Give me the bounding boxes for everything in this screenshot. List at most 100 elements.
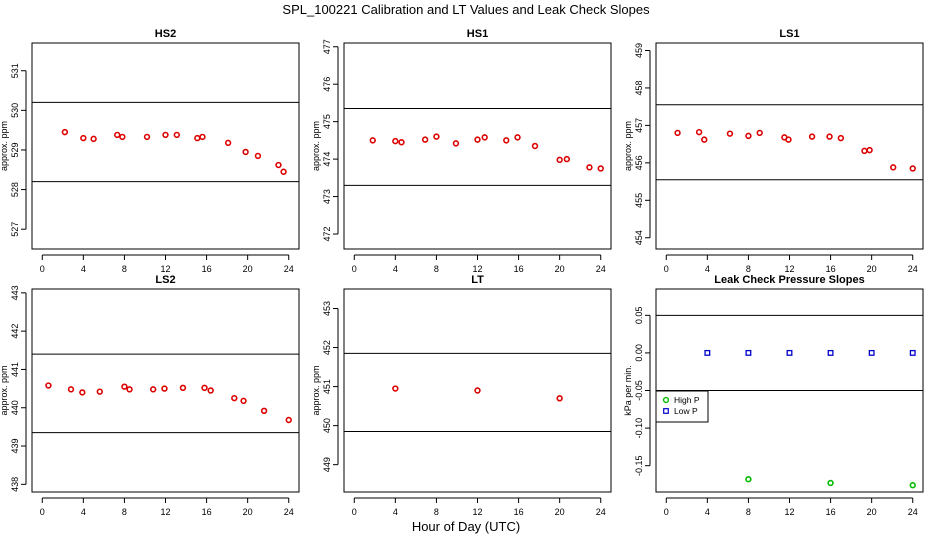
panel-title: LS2 [155, 274, 175, 286]
data-point [563, 155, 571, 163]
data-point [126, 386, 133, 393]
y-tick-label: 450 [322, 418, 332, 433]
data-point [194, 134, 201, 142]
data-point [481, 134, 488, 141]
panel-title: HS2 [155, 28, 176, 40]
x-tick-label: 0 [664, 264, 669, 274]
data-point [827, 479, 834, 487]
legend-label: High P [674, 395, 700, 405]
data-point [866, 146, 873, 154]
panel-title: LS1 [779, 28, 799, 40]
data-point [890, 164, 897, 171]
x-tick-label: 16 [826, 264, 836, 274]
x-axis-label: Hour of Day (UTC) [412, 519, 520, 534]
x-tick-label: 24 [908, 264, 918, 274]
y-tick-label: 458 [634, 80, 644, 95]
y-tick-label: 443 [10, 285, 20, 300]
y-tick-label: 452 [322, 340, 332, 355]
y-axis-label: approx. ppm [311, 121, 321, 171]
data-point [369, 137, 376, 144]
y-tick-label: 441 [10, 362, 20, 377]
x-tick-label: 4 [393, 507, 398, 517]
y-tick-label: 527 [10, 222, 20, 237]
y-tick-label: -0.05 [634, 380, 644, 401]
x-tick-label: 8 [746, 507, 751, 517]
data-point [45, 382, 52, 389]
y-tick-label: 459 [634, 43, 644, 58]
data-point [231, 394, 238, 402]
plot-frame [655, 42, 924, 250]
data-point [199, 133, 206, 141]
x-tick-label: 20 [243, 264, 253, 274]
y-tick-label: 475 [322, 114, 332, 129]
x-tick-label: 24 [908, 507, 918, 517]
x-tick-label: 20 [555, 264, 565, 274]
data-point [861, 147, 868, 155]
data-point [275, 161, 282, 169]
legend-marker [662, 396, 670, 404]
x-tick-label: 8 [434, 507, 439, 517]
legend-box [655, 390, 709, 423]
y-tick-label: 528 [10, 182, 20, 197]
chart-panel-5: LT 0 4 8 12 16 20 24 449 450 451 452 453 approx. ppm [311, 274, 612, 517]
data-point [161, 385, 168, 392]
data-point [90, 135, 97, 143]
y-tick-label: 439 [10, 439, 20, 454]
y-tick-label: 529 [10, 142, 20, 157]
x-tick-label: 20 [867, 264, 877, 274]
y-tick-label: -0.15 [634, 455, 644, 476]
data-point [503, 137, 510, 144]
data-point [909, 165, 916, 172]
data-point [474, 387, 481, 394]
data-point [96, 388, 103, 395]
y-axis-label: approx. ppm [623, 121, 633, 171]
y-tick-label: 455 [634, 193, 644, 208]
y-axis-label: approx. ppm [0, 365, 9, 415]
chart-panel-2: HS1 0 4 8 12 16 20 24 472 473 474 475 476 477 approx. … [311, 28, 612, 274]
data-point [224, 139, 232, 147]
y-tick-label: 473 [322, 189, 332, 204]
chart-panel-4: LS2 0 4 8 12 16 20 24 438 439 440 441 442 443 approx. … [0, 274, 300, 517]
y-axis-label: kPa per min. [623, 365, 633, 416]
x-tick-label: 16 [202, 264, 212, 274]
plot-frame [31, 288, 300, 493]
y-axis-label: approx. ppm [311, 365, 321, 415]
data-point [179, 384, 187, 392]
x-tick-label: 8 [746, 264, 751, 274]
panel-title: HS1 [467, 28, 488, 40]
data-point [474, 136, 481, 143]
data-point [597, 165, 604, 172]
data-point [207, 387, 214, 394]
data-point [827, 349, 834, 356]
y-tick-label: 438 [10, 477, 20, 492]
x-tick-label: 0 [40, 507, 45, 517]
data-point [121, 383, 128, 390]
x-tick-label: 20 [867, 507, 877, 517]
y-tick-label: 531 [10, 63, 20, 78]
data-point [162, 131, 169, 139]
y-tick-label: 530 [10, 103, 20, 118]
data-point [260, 407, 268, 414]
y-tick-label: 477 [322, 39, 332, 54]
x-tick-label: 4 [705, 507, 710, 517]
x-tick-label: 12 [784, 264, 794, 274]
data-point [67, 386, 75, 393]
figure-title: SPL_100221 Calibration and LT Values and… [282, 2, 650, 17]
x-tick-label: 8 [122, 507, 127, 517]
data-point [556, 156, 563, 164]
y-tick-label: 442 [10, 324, 20, 339]
x-tick-label: 24 [284, 507, 294, 517]
data-point [242, 148, 249, 156]
data-point [808, 133, 816, 140]
data-point [531, 142, 539, 150]
y-tick-label: 0.00 [634, 344, 644, 362]
plot-frame [31, 42, 300, 250]
data-point [433, 133, 440, 140]
legend-marker [663, 408, 669, 414]
x-tick-label: 8 [122, 264, 127, 274]
x-tick-label: 24 [596, 264, 606, 274]
x-tick-label: 0 [664, 507, 669, 517]
data-point [119, 133, 126, 141]
